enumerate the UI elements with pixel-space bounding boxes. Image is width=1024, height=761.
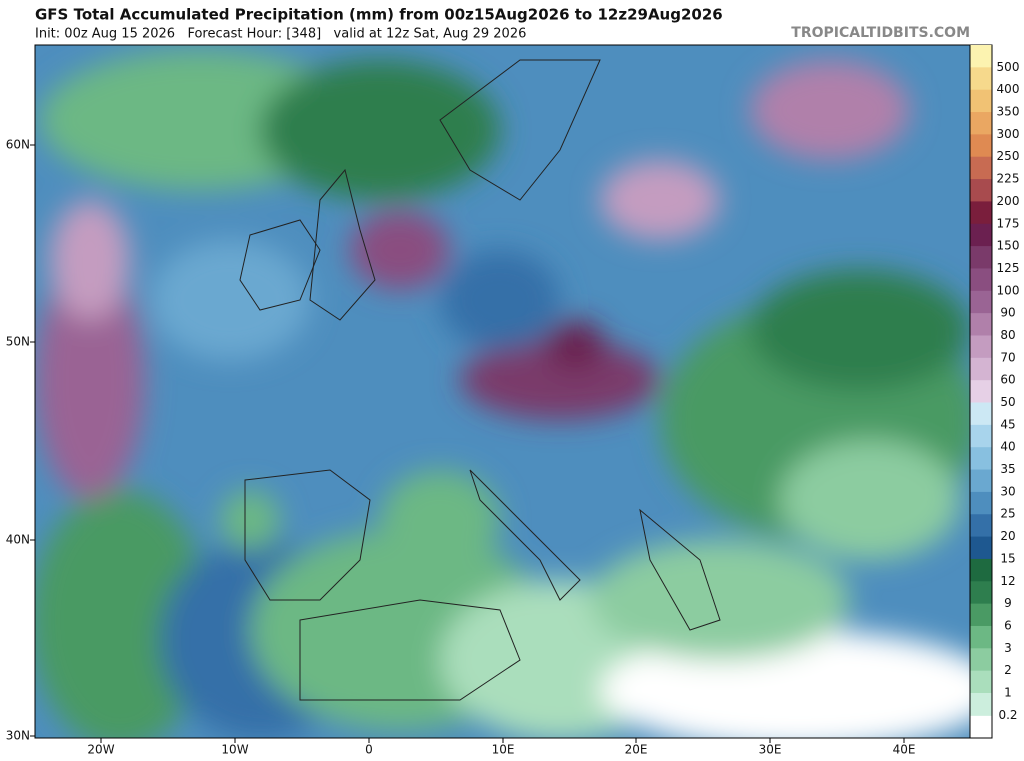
legend-swatch <box>970 447 992 471</box>
legend-swatch <box>970 625 992 649</box>
legend-label: 35 <box>1000 462 1015 476</box>
legend-swatch <box>970 112 992 135</box>
title: GFS Total Accumulated Precipitation (mm)… <box>35 6 723 24</box>
legend-label: 12 <box>1000 574 1015 588</box>
legend-label: 40 <box>1000 440 1015 454</box>
map <box>35 45 970 738</box>
legend-swatch <box>970 424 992 448</box>
legend-swatch <box>970 491 992 515</box>
legend-label: 350 <box>997 105 1020 119</box>
legend-label: 125 <box>997 261 1020 275</box>
longitude-label: 30E <box>759 743 782 757</box>
longitude-label: 10W <box>221 743 248 757</box>
legend-swatch <box>970 156 992 180</box>
longitude-label: 0 <box>365 743 373 757</box>
legend-label: 250 <box>997 149 1020 163</box>
legend-swatch <box>970 536 992 560</box>
legend-label: 20 <box>1000 529 1015 543</box>
legend-label: 6 <box>1004 618 1012 632</box>
legend-label: 0.2 <box>998 708 1017 722</box>
legend-label: 3 <box>1004 641 1012 655</box>
legend-label: 100 <box>997 283 1020 297</box>
latitude-label: 40N <box>6 533 30 547</box>
legend-label: 1 <box>1004 686 1012 700</box>
legend-label: 300 <box>997 127 1020 141</box>
legend-label: 60 <box>1000 373 1015 387</box>
legend-label: 80 <box>1000 328 1015 342</box>
latitude-label: 50N <box>6 335 30 349</box>
legend-swatch <box>970 89 992 113</box>
legend-swatch <box>970 45 992 68</box>
legend-swatch <box>970 581 992 605</box>
legend-label: 30 <box>1000 484 1015 498</box>
legend-swatch <box>970 670 992 694</box>
legend-swatch <box>970 201 992 225</box>
legend-label: 70 <box>1000 350 1015 364</box>
legend-swatch <box>970 313 992 336</box>
legend-label: 500 <box>997 60 1020 74</box>
legend-label: 400 <box>997 82 1020 96</box>
legend-swatch <box>970 514 992 538</box>
legend-swatch <box>970 290 992 314</box>
longitude-label: 20W <box>87 743 114 757</box>
legend-swatch <box>970 179 992 202</box>
legend-label: 200 <box>997 194 1020 208</box>
legend-swatch <box>970 335 992 359</box>
legend-swatch <box>970 223 992 247</box>
latitude-label: 30N <box>6 729 30 743</box>
legend-swatch <box>970 558 992 582</box>
legend-label: 150 <box>997 239 1020 253</box>
legend-swatch <box>970 67 992 91</box>
legend-swatch <box>970 380 992 404</box>
legend-swatch <box>970 603 992 627</box>
longitude-label: 40E <box>893 743 916 757</box>
legend-swatch <box>970 402 992 426</box>
legend-swatch <box>970 268 992 292</box>
legend-swatch <box>970 357 992 381</box>
legend-label: 2 <box>1004 663 1012 677</box>
legend-label: 50 <box>1000 395 1015 409</box>
legend-label: 25 <box>1000 507 1015 521</box>
longitude-label: 20E <box>625 743 648 757</box>
legend-label: 90 <box>1000 306 1015 320</box>
longitude-label: 10E <box>492 743 515 757</box>
legend-label: 225 <box>997 172 1020 186</box>
legend-swatch <box>970 134 992 158</box>
legend-swatch <box>970 469 992 493</box>
legend-label: 45 <box>1000 417 1015 431</box>
legend-label: 9 <box>1004 596 1012 610</box>
subtitle: Init: 00z Aug 15 2026 Forecast Hour: [34… <box>35 27 526 42</box>
legend-swatch <box>970 693 992 716</box>
legend-swatch <box>970 246 992 269</box>
legend-label: 175 <box>997 216 1020 230</box>
legend-swatch <box>970 648 992 672</box>
latitude-label: 60N <box>6 138 30 152</box>
source: TROPICALTIDBITS.COM <box>791 25 970 41</box>
legend-label: 15 <box>1000 551 1015 565</box>
